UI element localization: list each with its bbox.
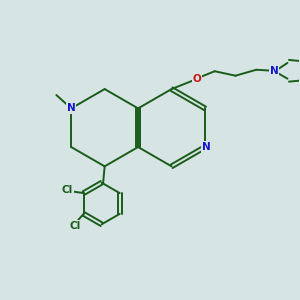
Text: N: N bbox=[67, 103, 76, 113]
Text: N: N bbox=[202, 142, 211, 152]
Text: N: N bbox=[270, 66, 278, 76]
Text: Cl: Cl bbox=[62, 185, 73, 195]
Text: Cl: Cl bbox=[69, 221, 80, 231]
Text: O: O bbox=[193, 74, 201, 84]
